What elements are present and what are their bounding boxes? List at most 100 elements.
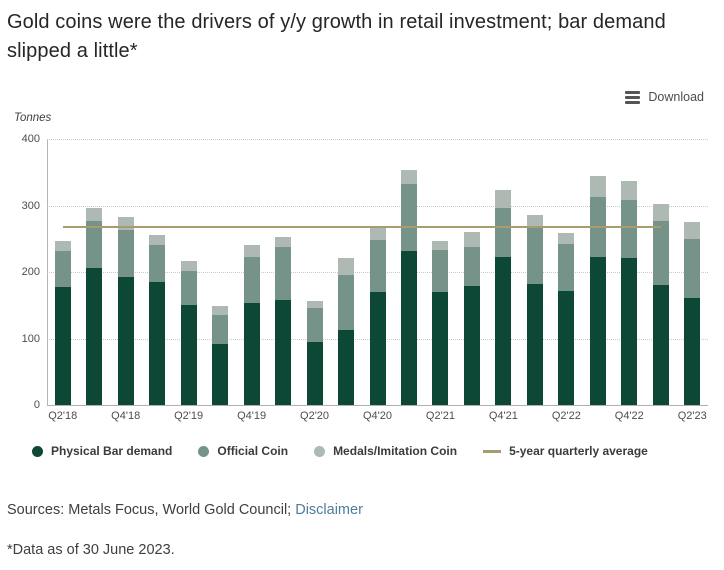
bar-segment-official-coin[interactable] [338, 274, 355, 330]
legend-label: Official Coin [217, 444, 289, 458]
bar-segment-official-coin[interactable] [432, 250, 449, 292]
bar-segment-official-coin[interactable] [86, 220, 103, 269]
chart-title: Gold coins were the drivers of y/y growt… [7, 11, 666, 62]
bar-segment-medals-imitation-coin[interactable] [306, 300, 323, 308]
bar-segment-medals-imitation-coin[interactable] [54, 240, 71, 252]
bar-segment-official-coin[interactable] [652, 221, 669, 285]
x-tick-label: Q4'21 [488, 410, 518, 422]
legend-item-physical-bar-demand[interactable]: Physical Bar demand [32, 444, 172, 458]
bar-segment-medals-imitation-coin[interactable] [338, 258, 355, 275]
bar-segment-physical-bar-demand[interactable] [369, 291, 386, 405]
bar-column-Q4'22[interactable] [621, 180, 638, 405]
bar-segment-physical-bar-demand[interactable] [432, 291, 449, 405]
bar-segment-medals-imitation-coin[interactable] [526, 214, 543, 228]
bar-column-Q4'18[interactable] [117, 217, 134, 405]
legend-swatch-icon [314, 445, 326, 457]
bar-segment-physical-bar-demand[interactable] [558, 291, 575, 405]
bar-segment-physical-bar-demand[interactable] [589, 256, 606, 405]
legend-swatch-icon [198, 445, 210, 457]
bar-segment-medals-imitation-coin[interactable] [180, 260, 197, 272]
legend-item-medals-imitation-coin[interactable]: Medals/Imitation Coin [314, 444, 457, 458]
bar-segment-physical-bar-demand[interactable] [86, 268, 103, 405]
bar-segment-physical-bar-demand[interactable] [54, 286, 71, 405]
data-note: *Data as of 30 June 2023. [7, 542, 175, 558]
bar-column-Q1'23[interactable] [652, 204, 669, 405]
bar-segment-official-coin[interactable] [243, 257, 260, 304]
bar-segment-physical-bar-demand[interactable] [275, 299, 292, 405]
bar-segment-physical-bar-demand[interactable] [495, 256, 512, 405]
bar-segment-physical-bar-demand[interactable] [621, 258, 638, 405]
bar-segment-medals-imitation-coin[interactable] [684, 222, 701, 239]
bar-column-Q3'19[interactable] [212, 305, 229, 405]
bar-column-Q3'20[interactable] [338, 258, 355, 405]
bar-segment-official-coin[interactable] [495, 207, 512, 257]
bar-segment-medals-imitation-coin[interactable] [589, 175, 606, 197]
hamburger-menu-icon [625, 90, 641, 104]
bar-column-Q4'21[interactable] [495, 189, 512, 405]
bar-segment-physical-bar-demand[interactable] [243, 303, 260, 405]
bar-segment-medals-imitation-coin[interactable] [432, 240, 449, 251]
bar-column-Q1'22[interactable] [526, 214, 543, 405]
bar-segment-medals-imitation-coin[interactable] [463, 232, 480, 248]
bar-column-Q2'20[interactable] [306, 300, 323, 405]
gridline [47, 139, 708, 140]
bar-column-Q4'20[interactable] [369, 226, 386, 405]
bar-column-Q3'18[interactable] [86, 208, 103, 405]
bar-column-Q3'22[interactable] [589, 175, 606, 405]
bar-segment-official-coin[interactable] [684, 238, 701, 298]
bar-segment-medals-imitation-coin[interactable] [275, 237, 292, 248]
bar-column-Q3'21[interactable] [463, 232, 480, 405]
bar-segment-physical-bar-demand[interactable] [526, 283, 543, 405]
bar-segment-official-coin[interactable] [212, 315, 229, 344]
bar-segment-medals-imitation-coin[interactable] [495, 189, 512, 208]
bar-segment-physical-bar-demand[interactable] [117, 276, 134, 405]
bar-segment-physical-bar-demand[interactable] [212, 343, 229, 405]
disclaimer-link[interactable]: Disclaimer [295, 502, 363, 518]
bar-segment-physical-bar-demand[interactable] [400, 250, 417, 405]
bar-segment-physical-bar-demand[interactable] [180, 305, 197, 405]
bar-segment-physical-bar-demand[interactable] [338, 329, 355, 405]
y-tick-label: 300 [21, 199, 40, 212]
legend-item-5-year-quarterly-average[interactable]: 5-year quarterly average [483, 444, 648, 458]
bar-segment-official-coin[interactable] [275, 247, 292, 300]
bar-segment-official-coin[interactable] [54, 251, 71, 287]
bar-column-Q2'21[interactable] [432, 240, 449, 405]
bar-column-Q1'19[interactable] [149, 234, 166, 405]
bar-column-Q2'18[interactable] [54, 240, 71, 405]
bar-column-Q1'20[interactable] [275, 237, 292, 405]
bar-segment-medals-imitation-coin[interactable] [400, 170, 417, 184]
bar-segment-official-coin[interactable] [369, 240, 386, 292]
legend-label: 5-year quarterly average [509, 444, 648, 458]
bar-segment-medals-imitation-coin[interactable] [369, 226, 386, 241]
bar-column-Q2'22[interactable] [558, 232, 575, 405]
bar-column-Q2'23[interactable] [684, 222, 701, 405]
x-tick-label: Q2'21 [425, 410, 455, 422]
bar-segment-official-coin[interactable] [526, 227, 543, 284]
bar-segment-medals-imitation-coin[interactable] [212, 305, 229, 316]
bar-column-Q2'19[interactable] [180, 260, 197, 405]
bar-segment-official-coin[interactable] [149, 244, 166, 282]
bar-segment-medals-imitation-coin[interactable] [149, 234, 166, 245]
x-tick-label: Q4'19 [237, 410, 267, 422]
bar-column-Q4'19[interactable] [243, 244, 260, 405]
bar-column-Q1'21[interactable] [400, 170, 417, 405]
bar-segment-physical-bar-demand[interactable] [306, 341, 323, 405]
bar-segment-medals-imitation-coin[interactable] [652, 204, 669, 222]
bar-segment-official-coin[interactable] [558, 244, 575, 292]
bar-segment-physical-bar-demand[interactable] [652, 284, 669, 405]
bar-segment-medals-imitation-coin[interactable] [243, 244, 260, 258]
bar-segment-physical-bar-demand[interactable] [684, 297, 701, 405]
bar-segment-official-coin[interactable] [463, 247, 480, 286]
bar-segment-official-coin[interactable] [400, 183, 417, 251]
bar-segment-physical-bar-demand[interactable] [463, 285, 480, 405]
bar-segment-medals-imitation-coin[interactable] [558, 232, 575, 245]
legend-item-official-coin[interactable]: Official Coin [198, 444, 288, 458]
bar-segment-physical-bar-demand[interactable] [149, 281, 166, 405]
bar-segment-official-coin[interactable] [621, 199, 638, 259]
download-button[interactable]: Download [625, 90, 704, 104]
bar-segment-official-coin[interactable] [180, 271, 197, 306]
bar-segment-official-coin[interactable] [306, 307, 323, 342]
bar-segment-medals-imitation-coin[interactable] [86, 208, 103, 221]
bar-segment-official-coin[interactable] [117, 230, 134, 277]
bar-segment-medals-imitation-coin[interactable] [621, 180, 638, 200]
